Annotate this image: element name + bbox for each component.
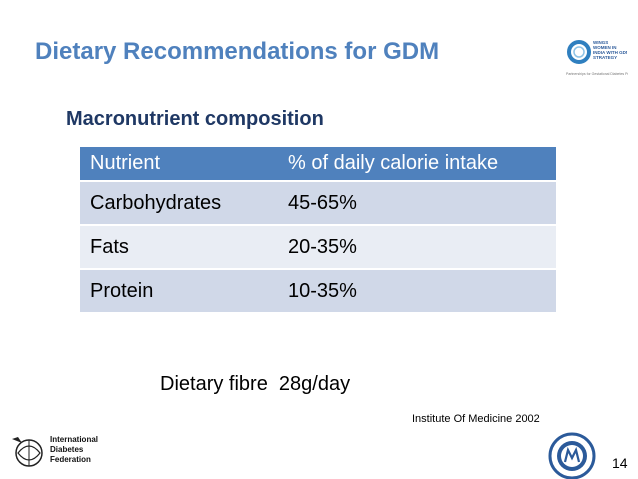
source-citation: Institute Of Medicine 2002 [412, 413, 540, 425]
table-row: Carbohydrates 45-65% [80, 181, 556, 226]
macronutrient-table: Nutrient % of daily calorie intake Carbo… [80, 147, 556, 314]
idf-line: Diabetes [50, 445, 84, 454]
idf-wordmark: International Diabetes Federation [50, 435, 98, 465]
wings-line: INDIA WITH GDM [593, 50, 627, 55]
wings-line: STRATEGY [593, 55, 618, 60]
seal-logo [548, 432, 596, 479]
wings-line: WINGS [593, 40, 609, 45]
idf-logo: International Diabetes Federation [10, 433, 98, 473]
wings-caption: Partnerships for Gestational Diabetes Pr… [566, 72, 628, 76]
wings-logo: WINGS WOMEN IN INDIA WITH GDM STRATEGY P… [566, 38, 628, 82]
table-row: Protein 10-35% [80, 269, 556, 314]
header-nutrient: Nutrient [80, 147, 278, 182]
seal-emblem-icon [548, 432, 596, 479]
table-header-row: Nutrient % of daily calorie intake [80, 147, 556, 182]
percent-cell: 10-35% [278, 269, 556, 314]
table-row: Fats 20-35% [80, 225, 556, 270]
wings-wordmark: WINGS WOMEN IN INDIA WITH GDM STRATEGY [593, 40, 627, 60]
idf-emblem-icon [12, 437, 43, 467]
nutrient-cell: Protein [80, 269, 278, 314]
header-daily-calorie: % of daily calorie intake [278, 147, 556, 182]
nutrient-cell: Fats [80, 225, 278, 270]
percent-cell: 45-65% [278, 181, 556, 226]
idf-line: Federation [50, 455, 91, 464]
wings-line: WOMEN IN [593, 45, 617, 50]
page-number: 14 [612, 455, 628, 471]
slide-title: Dietary Recommendations for GDM [35, 38, 440, 65]
dietary-fibre-note: Dietary fibre 28g/day [160, 373, 351, 395]
nutrient-cell: Carbohydrates [80, 181, 278, 226]
wings-ring-icon [567, 40, 591, 64]
idf-line: International [50, 435, 99, 444]
slide-subtitle: Macronutrient composition [66, 108, 324, 130]
percent-cell: 20-35% [278, 225, 556, 270]
